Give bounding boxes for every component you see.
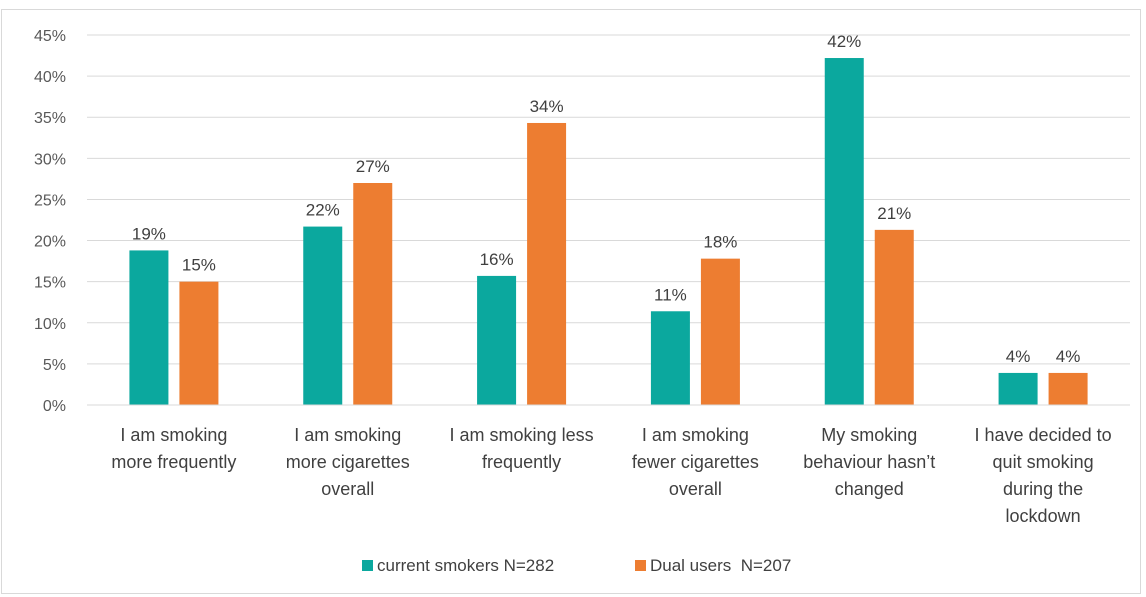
y-tick-label: 30% [34, 151, 66, 168]
y-tick-label: 40% [34, 69, 66, 86]
bar [874, 229, 914, 405]
data-label: 4% [1006, 347, 1031, 366]
y-tick-label: 45% [34, 28, 66, 45]
category-label: I am smoking more frequently [111, 425, 236, 472]
y-tick-label: 35% [34, 110, 66, 127]
data-label: 42% [827, 32, 861, 51]
y-tick-label: 15% [34, 275, 66, 292]
data-label: 18% [703, 233, 737, 252]
category-label: I have decided to quit smoking during the l… [975, 425, 1112, 526]
data-label: 34% [530, 97, 564, 116]
bar [998, 372, 1038, 405]
data-label: 15% [182, 256, 216, 275]
bar [650, 311, 690, 405]
data-label: 19% [132, 224, 166, 243]
category-label: I am smoking fewer cigarettes overall [632, 425, 759, 499]
bar [824, 58, 864, 406]
bar [477, 275, 517, 405]
bar [353, 183, 393, 405]
bar [527, 122, 567, 405]
y-tick-label: 25% [34, 192, 66, 209]
legend-swatch [362, 560, 373, 571]
bar [700, 258, 740, 405]
bar [303, 226, 343, 405]
category-label: I am smoking less frequently [450, 425, 594, 472]
bar [179, 281, 219, 405]
bar [1048, 372, 1088, 405]
category-label: My smoking behaviour hasn’t changed [803, 425, 935, 499]
legend-label: Dual users N=207 [650, 556, 791, 575]
y-tick-label: 0% [43, 398, 66, 415]
category-label: I am smoking more cigarettes overall [286, 425, 410, 499]
data-label: 27% [356, 157, 390, 176]
data-label: 22% [306, 201, 340, 220]
y-tick-label: 5% [43, 357, 66, 374]
y-tick-label: 10% [34, 316, 66, 333]
y-tick-label: 20% [34, 234, 66, 251]
legend-swatch [635, 560, 646, 571]
bar [129, 250, 169, 405]
data-label: 4% [1056, 347, 1081, 366]
legend-label: current smokers N=282 [377, 556, 554, 575]
data-label: 21% [877, 204, 911, 223]
data-label: 11% [654, 285, 687, 304]
data-label: 16% [480, 250, 514, 269]
